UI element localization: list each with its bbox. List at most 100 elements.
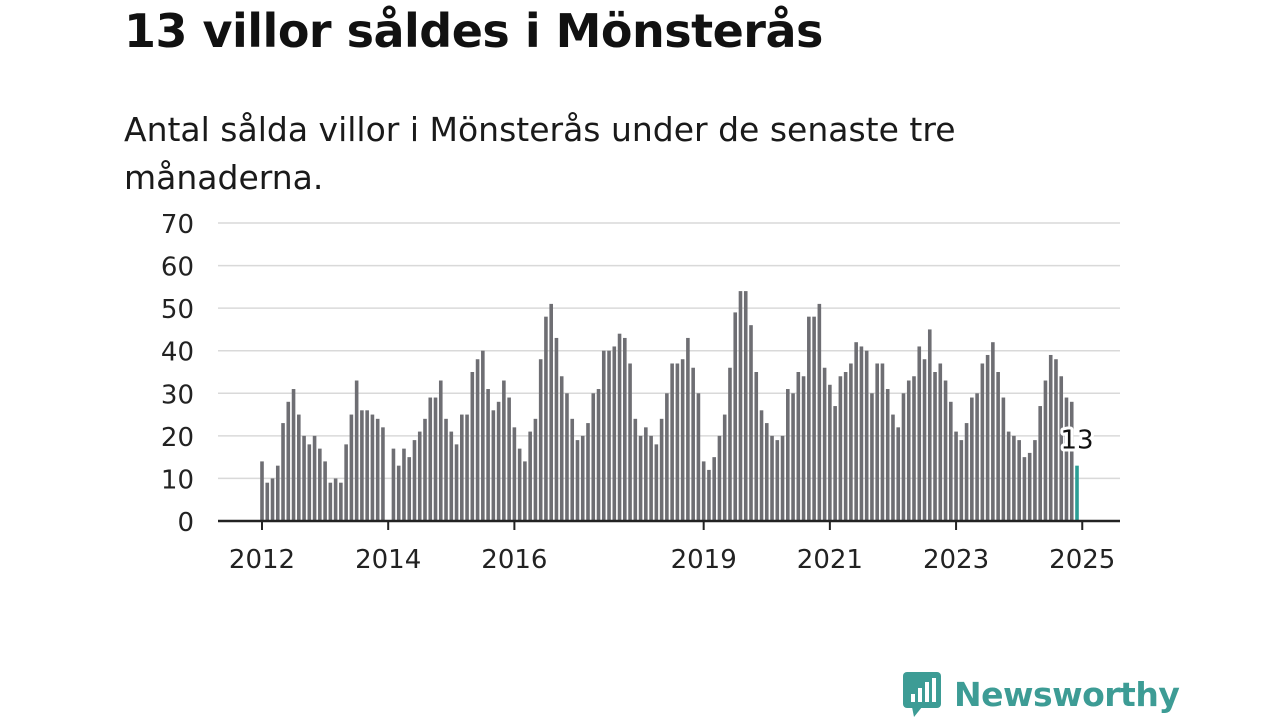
y-tick-label: 0 bbox=[177, 508, 194, 538]
bar bbox=[659, 418, 664, 521]
bar bbox=[786, 389, 790, 521]
chart-title: 13 villor såldes i Mönsterås bbox=[124, 4, 823, 58]
bar bbox=[675, 363, 680, 521]
bar bbox=[612, 346, 617, 521]
y-axis-tick-labels: 0 10 20 30 40 50 60 70 bbox=[161, 210, 194, 538]
bar bbox=[654, 444, 659, 521]
bar bbox=[791, 393, 795, 521]
bar bbox=[270, 478, 275, 521]
bar bbox=[549, 303, 553, 521]
bar bbox=[1033, 440, 1037, 521]
x-axis-tick-labels: 2012 2014 2016 2019 2021 2023 2025 bbox=[229, 545, 1115, 575]
bar bbox=[1064, 397, 1069, 521]
bar bbox=[954, 431, 958, 521]
bar bbox=[912, 376, 916, 521]
x-tick-label: 2012 bbox=[229, 545, 295, 575]
bar bbox=[817, 303, 822, 521]
bar bbox=[843, 372, 848, 521]
bar bbox=[796, 372, 801, 521]
bar bbox=[486, 389, 490, 521]
bar bbox=[859, 346, 864, 521]
bar bbox=[985, 354, 990, 521]
bar bbox=[943, 380, 948, 521]
y-tick-label: 70 bbox=[161, 210, 194, 240]
bar bbox=[391, 448, 396, 521]
bar bbox=[491, 410, 496, 521]
bar bbox=[544, 316, 548, 521]
bar bbox=[360, 410, 364, 521]
bar bbox=[365, 410, 369, 521]
bar bbox=[1043, 380, 1048, 521]
bar bbox=[980, 363, 985, 521]
bar bbox=[302, 435, 306, 521]
bar bbox=[396, 465, 401, 521]
bar bbox=[875, 363, 879, 521]
bar bbox=[265, 482, 270, 521]
bar bbox=[970, 397, 974, 521]
bar bbox=[1054, 359, 1058, 521]
bar bbox=[701, 461, 706, 521]
bar bbox=[870, 393, 874, 521]
bar bbox=[523, 461, 527, 521]
bar bbox=[454, 444, 459, 521]
bar bbox=[949, 401, 953, 521]
bar bbox=[444, 418, 448, 521]
bar bbox=[764, 423, 769, 521]
newsworthy-logo: Newsworthy bbox=[902, 670, 1180, 718]
y-tick-label: 40 bbox=[161, 338, 194, 368]
bar bbox=[743, 291, 748, 521]
bar bbox=[938, 363, 943, 521]
bar bbox=[780, 435, 785, 521]
bar bbox=[812, 316, 816, 521]
data-labels: 13 bbox=[1057, 423, 1096, 459]
bar bbox=[828, 384, 832, 521]
bar bbox=[896, 427, 901, 521]
bar bbox=[628, 363, 632, 521]
bar bbox=[633, 418, 638, 521]
bar bbox=[307, 444, 312, 521]
bar bbox=[465, 414, 469, 521]
gridlines bbox=[218, 222, 1120, 480]
bar bbox=[922, 359, 927, 521]
bar bbox=[412, 440, 417, 521]
y-tick-label: 50 bbox=[161, 295, 194, 325]
bar bbox=[312, 435, 317, 521]
bar bbox=[707, 469, 711, 521]
bar bbox=[333, 478, 338, 521]
bar bbox=[260, 461, 264, 521]
bar bbox=[517, 448, 522, 521]
bar bbox=[575, 440, 580, 521]
bar bbox=[381, 427, 385, 521]
bar bbox=[323, 461, 327, 521]
chart-subtitle: Antal sålda villor i Mönsterås under de … bbox=[124, 110, 956, 197]
bar bbox=[507, 397, 511, 521]
bar bbox=[733, 312, 738, 521]
bar bbox=[528, 431, 532, 521]
bar bbox=[533, 418, 538, 521]
bar bbox=[891, 414, 895, 521]
x-tick-label: 2021 bbox=[797, 545, 863, 575]
x-tick-label: 2025 bbox=[1049, 545, 1115, 575]
bar bbox=[759, 410, 764, 521]
bar bbox=[696, 393, 701, 521]
bar bbox=[649, 435, 653, 521]
bar bbox=[328, 482, 333, 521]
bar bbox=[449, 431, 454, 521]
bar bbox=[644, 427, 648, 521]
bars bbox=[260, 291, 1079, 521]
bar bbox=[402, 448, 406, 521]
bar bbox=[749, 325, 753, 521]
bar bbox=[770, 435, 774, 521]
bar bbox=[433, 397, 438, 521]
bar bbox=[607, 350, 611, 521]
bar bbox=[864, 350, 869, 521]
y-tick-label: 20 bbox=[161, 423, 194, 453]
bar bbox=[906, 380, 911, 521]
bar bbox=[275, 465, 280, 521]
bar bbox=[596, 389, 601, 521]
bar bbox=[1017, 440, 1021, 521]
bar bbox=[344, 444, 348, 521]
y-tick-label: 30 bbox=[161, 380, 194, 410]
bar bbox=[854, 342, 858, 521]
